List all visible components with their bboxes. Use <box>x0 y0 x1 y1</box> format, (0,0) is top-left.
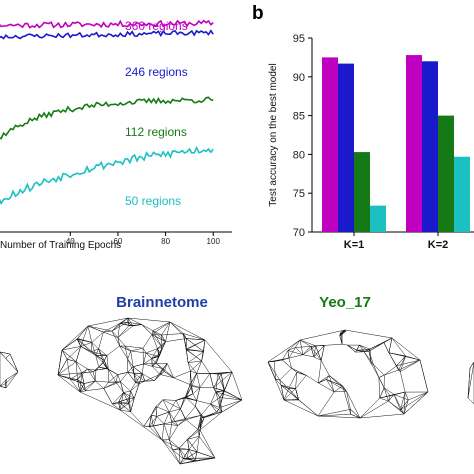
line-series-label: 112 regions <box>125 125 187 139</box>
training-curve-panel: 40 60 80 100 360 regions 246 regions 112 regi… <box>0 19 232 251</box>
line-x-tick-label: 80 <box>161 237 170 246</box>
bar-y-tick-label: 85 <box>293 111 305 123</box>
atlas-title-brainnetome: Brainnetome <box>116 294 208 311</box>
line-series-3 <box>0 96 214 140</box>
line-x-tick-label: 60 <box>113 237 122 246</box>
line-x-axis-label: Number of Training Epochs <box>0 240 121 251</box>
line-series-group: 360 regions 246 regions 112 regions 50 regi… <box>0 19 214 208</box>
bar-k2-series-3 <box>438 115 454 232</box>
line-x-tick-label: 100 <box>207 237 221 246</box>
bar-y-tick-label: 90 <box>293 72 305 84</box>
panel-letter-b: b <box>252 3 264 24</box>
bar-k2-series-2 <box>422 61 438 232</box>
bar-y-axis-label: Test accuracy on the best model <box>268 63 279 206</box>
network-mesh-yeo17 <box>267 329 429 419</box>
line-x-ticks: 40 60 80 100 <box>66 232 221 246</box>
network-mesh-brainnetome <box>57 317 243 465</box>
network-mesh-right-partial <box>467 361 474 405</box>
bar-y-tick-label: 80 <box>293 149 305 161</box>
atlas-networks-panel: Brainnetome Yeo_17 <box>0 294 474 465</box>
atlas-title-yeo17: Yeo_17 <box>319 294 371 311</box>
bar-k1-series-3 <box>354 152 370 232</box>
bar-k1-series-2 <box>338 63 354 232</box>
line-series-label: 246 regions <box>125 65 188 79</box>
line-series-4 <box>0 145 214 206</box>
bar-k2-series-4 <box>454 156 470 232</box>
line-x-tick-label: 40 <box>66 237 75 246</box>
line-series-1 <box>0 19 214 29</box>
bar-category-label: K=2 <box>428 239 449 251</box>
bar-category-label: K=1 <box>344 239 365 251</box>
line-series-label: 50 regions <box>125 194 181 208</box>
bar-y-tick-label: 95 <box>293 33 305 45</box>
network-mesh-left-partial <box>0 351 19 389</box>
bar-y-tick-label: 75 <box>293 188 305 200</box>
bar-k1-series-1 <box>322 57 338 233</box>
bar-y-tick-label: 70 <box>293 227 305 239</box>
bar-marks <box>322 55 470 233</box>
accuracy-bar-panel: b Test accuracy on the best model 70 75 80… <box>252 3 474 251</box>
line-series-label: 360 regions <box>125 19 188 33</box>
line-series-2 <box>0 29 214 40</box>
bar-k2-series-1 <box>406 55 422 233</box>
bar-k1-series-4 <box>370 205 386 232</box>
bar-category-labels: K=1 K=2 <box>344 232 449 251</box>
